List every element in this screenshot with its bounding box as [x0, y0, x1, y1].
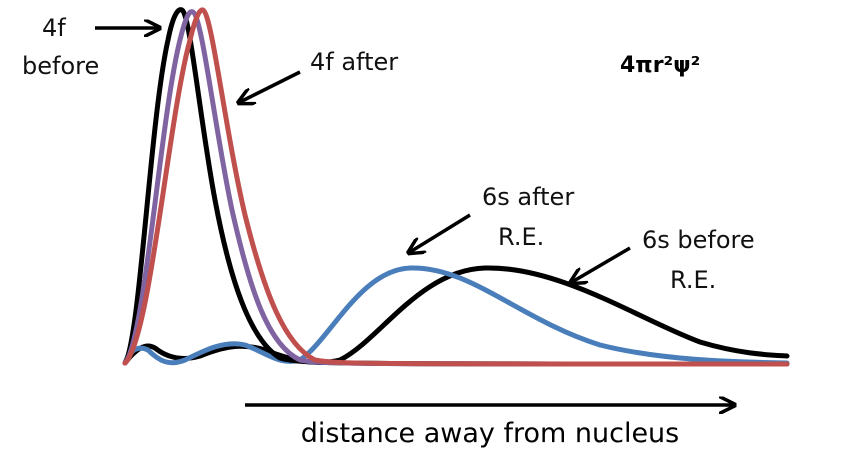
- label: 4f after: [310, 48, 398, 76]
- function-label: 4πr²ψ²: [620, 53, 700, 78]
- label: 4f: [42, 14, 66, 42]
- label: 6s after: [482, 183, 574, 211]
- arrow: [410, 213, 471, 252]
- label: before: [22, 52, 99, 80]
- label: 6s before: [642, 226, 755, 254]
- curve-4f-after: [122, 7, 790, 367]
- x-axis-label: distance away from nucleus: [301, 418, 680, 449]
- arrow: [240, 70, 301, 102]
- arrow: [572, 246, 631, 282]
- curve-6s-before: [122, 265, 790, 366]
- curve-6s-after: [122, 265, 790, 366]
- label: R.E.: [670, 266, 716, 294]
- label: R.E.: [498, 223, 544, 251]
